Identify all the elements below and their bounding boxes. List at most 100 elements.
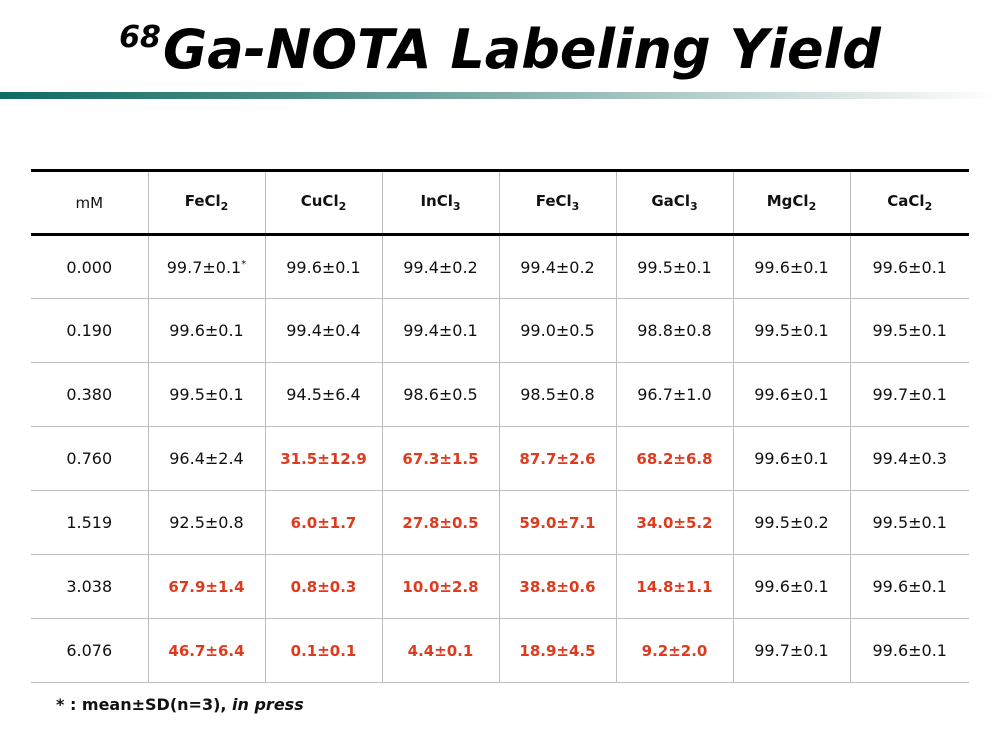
yield-cell: 0.1±0.1 <box>264 618 382 683</box>
column-header-base: InCl <box>420 192 453 210</box>
yield-value: 31.5±12.9 <box>280 449 367 468</box>
yield-cell: 94.5±6.4 <box>264 362 382 427</box>
column-header-incl3: InCl3 <box>381 170 499 235</box>
column-header-subscript: 3 <box>689 200 698 213</box>
yield-cell: 46.7±6.4 <box>147 618 265 683</box>
row-concentration-cell: 0.000 <box>66 257 113 277</box>
column-header-subscript: 2 <box>808 200 817 213</box>
column-header-subscript: 2 <box>220 200 229 213</box>
title-underline-bar <box>0 92 1000 99</box>
yield-value: 67.3±1.5 <box>402 449 479 468</box>
yield-value: 99.5±0.1 <box>872 321 947 340</box>
footnote-main: * : mean±SD(n=3), <box>56 695 233 714</box>
row-concentration-cell: 0.190 <box>66 321 113 340</box>
yield-value: 18.9±4.5 <box>519 641 596 660</box>
yield-value: 99.4±0.3 <box>872 449 947 468</box>
column-header-mm: mM <box>75 193 104 212</box>
yield-cell: 0.8±0.3 <box>264 554 382 619</box>
yield-cell: 99.6±0.1 <box>732 426 850 491</box>
column-header-base: CaCl <box>887 192 925 210</box>
yield-cell: 99.7±0.1 <box>732 618 850 683</box>
column-header-base: MgCl <box>766 192 809 210</box>
yield-value: 99.6±0.1 <box>169 321 244 340</box>
yield-value: 96.4±2.4 <box>169 449 244 468</box>
yield-value: 99.5±0.1 <box>872 513 947 532</box>
column-header-base: CuCl <box>300 192 339 210</box>
table-row: 0.760 96.4±2.4 31.5±12.9 67.3±1.5 87.7±2.6 68… <box>31 426 969 491</box>
yield-cell: 14.8±1.1 <box>615 554 733 619</box>
yield-value: 0.1±0.1 <box>290 641 357 660</box>
column-header-subscript: 3 <box>452 200 461 213</box>
yield-cell: 18.9±4.5 <box>498 618 616 683</box>
row-concentration-cell: 0.380 <box>66 385 113 404</box>
yield-cell: 98.6±0.5 <box>381 362 499 427</box>
column-header-base: FeCl <box>184 192 221 210</box>
yield-cell: 99.5±0.1 <box>849 298 969 363</box>
table-row: 0.380 99.5±0.1 94.5±6.4 98.6±0.5 98.5±0.8 96.… <box>31 362 969 427</box>
yield-cell: 99.7±0.1* <box>147 234 265 299</box>
yield-cell: 67.3±1.5 <box>381 426 499 491</box>
slide-title: 68Ga-NOTA Labeling Yield <box>0 18 1000 81</box>
yield-cell: 96.4±2.4 <box>147 426 265 491</box>
yield-value: 99.5±0.2 <box>754 513 829 532</box>
footnote-italic: in press <box>232 695 304 714</box>
yield-value: 99.0±0.5 <box>520 321 595 340</box>
yield-cell: 99.6±0.1 <box>264 234 382 299</box>
yield-value: 99.6±0.1 <box>754 257 829 277</box>
yield-cell: 99.7±0.1 <box>849 362 969 427</box>
yield-value: 9.2±2.0 <box>641 641 708 660</box>
row-concentration-cell: 0.760 <box>66 449 113 468</box>
table-row: 0.000 99.7±0.1* 99.6±0.1 99.4±0.2 99.4±0.2 99… <box>31 234 969 299</box>
row-concentration-cell: 3.038 <box>66 577 113 596</box>
yield-value: 99.4±0.1 <box>403 321 478 340</box>
yield-cell: 99.5±0.2 <box>732 490 850 555</box>
yield-cell: 99.6±0.1 <box>732 554 850 619</box>
yield-value: 99.6±0.1 <box>872 577 947 596</box>
yield-cell: 99.6±0.1 <box>732 362 850 427</box>
yield-value: 87.7±2.6 <box>519 449 596 468</box>
yield-cell: 92.5±0.8 <box>147 490 265 555</box>
yield-value: 59.0±7.1 <box>519 513 596 532</box>
yield-cell: 99.5±0.1 <box>615 234 733 299</box>
yield-value: 99.6±0.1 <box>754 577 829 596</box>
yield-cell: 99.6±0.1 <box>849 618 969 683</box>
yield-cell: 99.6±0.1 <box>732 234 850 299</box>
column-header-fecl3: FeCl3 <box>498 170 616 235</box>
yield-value: 38.8±0.6 <box>519 577 596 596</box>
yield-value: 46.7±6.4 <box>168 641 245 660</box>
yield-value: 99.6±0.1 <box>872 641 947 660</box>
column-header-fecl2: FeCl2 <box>147 170 265 235</box>
yield-cell: 99.5±0.1 <box>849 490 969 555</box>
yield-value: 14.8±1.1 <box>636 577 713 596</box>
yield-cell: 96.7±1.0 <box>615 362 733 427</box>
yield-cell: 27.8±0.5 <box>381 490 499 555</box>
yield-cell: 99.4±0.3 <box>849 426 969 491</box>
yield-value: 27.8±0.5 <box>402 513 479 532</box>
yield-cell: 99.6±0.1 <box>849 554 969 619</box>
table-row: 6.076 46.7±6.4 0.1±0.1 4.4±0.1 18.9±4.5 9.2±2… <box>31 618 969 683</box>
yield-cell: 6.0±1.7 <box>264 490 382 555</box>
yield-value: 99.5±0.1 <box>754 321 829 340</box>
yield-value: 99.7±0.1 <box>166 257 242 277</box>
yield-cell: 99.5±0.1 <box>147 362 265 427</box>
yield-cell: 99.5±0.1 <box>732 298 850 363</box>
yield-value: 99.7±0.1 <box>872 385 947 404</box>
yield-cell: 99.4±0.4 <box>264 298 382 363</box>
yield-cell: 99.6±0.1 <box>147 298 265 363</box>
labeling-yield-table: mM FeCl2 CuCl2 InCl3 FeCl3 GaCl3 MgCl2 CaCl2 0… <box>31 169 969 683</box>
table-header-row: mM FeCl2 CuCl2 InCl3 FeCl3 GaCl3 MgCl2 CaCl2 <box>31 170 969 235</box>
yield-cell: 10.0±2.8 <box>381 554 499 619</box>
row-concentration-cell: 6.076 <box>66 641 113 660</box>
yield-cell: 98.8±0.8 <box>615 298 733 363</box>
yield-cell: 99.6±0.1 <box>849 234 969 299</box>
column-header-subscript: 3 <box>571 200 580 213</box>
yield-value: 4.4±0.1 <box>407 641 474 660</box>
yield-cell: 67.9±1.4 <box>147 554 265 619</box>
table-row: 3.038 67.9±1.4 0.8±0.3 10.0±2.8 38.8±0.6 14.8… <box>31 554 969 619</box>
column-header-cucl2: CuCl2 <box>264 170 382 235</box>
yield-value: 99.4±0.2 <box>403 257 478 277</box>
yield-value: 10.0±2.8 <box>402 577 479 596</box>
yield-cell: 68.2±6.8 <box>615 426 733 491</box>
column-header-base: FeCl <box>535 192 572 210</box>
yield-value: 99.4±0.2 <box>520 257 595 277</box>
